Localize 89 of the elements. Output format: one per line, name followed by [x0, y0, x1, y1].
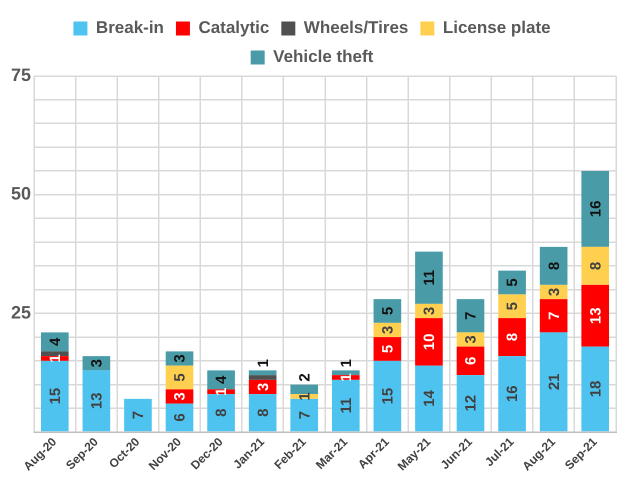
data-label: 7 [462, 312, 480, 320]
data-label: 5 [380, 344, 397, 354]
bar [415, 366, 443, 432]
legend-label: Catalytic [198, 18, 270, 38]
data-label: 1 [46, 354, 64, 363]
data-label: 14 [421, 389, 438, 407]
data-label: 13 [587, 307, 604, 324]
bar [581, 346, 610, 432]
bar [124, 398, 152, 432]
data-label: 8 [504, 332, 522, 342]
data-label: 5 [504, 302, 522, 310]
data-label: 10 [421, 334, 438, 350]
data-label: 8 [213, 408, 230, 417]
data-label: 3 [254, 382, 272, 392]
bar [581, 284, 610, 347]
data-label: 1 [338, 358, 355, 368]
bar [581, 246, 610, 285]
bar [332, 380, 360, 432]
bar [374, 337, 402, 361]
legend-label: Wheels/Tires [304, 18, 408, 38]
legend-label: Break-in [96, 18, 164, 38]
data-label: 1 [338, 373, 355, 382]
data-label: 18 [587, 380, 604, 398]
data-label: 3 [88, 359, 106, 368]
bar [456, 375, 484, 432]
bar [40, 351, 69, 356]
bar [374, 360, 402, 432]
data-label: 1 [213, 388, 230, 396]
bar [456, 299, 484, 332]
bar [498, 356, 526, 432]
bar [248, 394, 276, 432]
data-label: 2 [296, 373, 314, 382]
data-label: 11 [421, 270, 438, 286]
data-label: 7 [296, 410, 314, 420]
bar [498, 270, 526, 294]
bar [40, 360, 69, 432]
data-label: 12 [462, 394, 480, 412]
data-label: 8 [546, 262, 563, 270]
bar [581, 170, 610, 247]
bar [290, 398, 318, 432]
data-label: 11 [338, 398, 355, 414]
data-label: 1 [254, 358, 272, 368]
data-label: 8 [254, 408, 272, 417]
data-label: 13 [88, 392, 106, 410]
bar [415, 318, 443, 366]
data-label: 7 [546, 312, 563, 320]
data-label: 15 [46, 388, 64, 404]
bar [456, 346, 484, 376]
data-label: 16 [587, 200, 604, 218]
data-label: 1 [296, 392, 314, 401]
bar [540, 332, 568, 432]
data-label: 6 [462, 356, 480, 366]
bar [498, 318, 526, 356]
data-label: 3 [172, 354, 189, 363]
legend-label: Vehicle theft [273, 47, 374, 66]
bar [207, 394, 235, 432]
bar [248, 375, 276, 380]
legend-label: License plate [442, 18, 551, 38]
y-tick-label: 50 [10, 184, 32, 204]
bar [498, 294, 526, 318]
data-label: 8 [587, 262, 604, 270]
bar [248, 370, 276, 376]
data-label: 5 [172, 373, 189, 382]
data-label: 6 [172, 413, 189, 422]
data-label: 3 [462, 335, 480, 344]
bar [374, 299, 402, 323]
bar [540, 299, 568, 332]
bar [166, 366, 194, 390]
bar [82, 370, 110, 432]
data-label: 5 [380, 306, 397, 316]
bar [332, 370, 360, 376]
data-label: 3 [380, 326, 397, 334]
bar [415, 252, 443, 304]
data-label: 15 [380, 388, 397, 404]
bar [166, 404, 194, 432]
data-label: 4 [213, 375, 230, 384]
data-label: 5 [504, 278, 522, 287]
y-tick-label: 75 [10, 64, 32, 85]
data-label: 3 [421, 306, 438, 316]
bar [40, 332, 69, 352]
data-label: 4 [46, 337, 64, 346]
data-label: 21 [546, 373, 563, 390]
y-tick-label: 25 [10, 302, 32, 322]
bar [540, 246, 568, 285]
data-label: 16 [504, 385, 522, 402]
data-label: 3 [546, 288, 563, 296]
bar [290, 384, 318, 394]
data-label: 7 [130, 410, 148, 420]
data-label: 3 [172, 392, 189, 401]
